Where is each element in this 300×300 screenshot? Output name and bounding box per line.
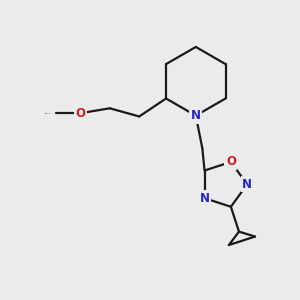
Text: O: O — [226, 155, 236, 168]
Text: methoxy: methoxy — [45, 112, 51, 114]
Text: N: N — [191, 109, 201, 122]
Text: N: N — [242, 178, 252, 191]
Text: N: N — [200, 192, 210, 205]
Text: O: O — [75, 107, 85, 120]
